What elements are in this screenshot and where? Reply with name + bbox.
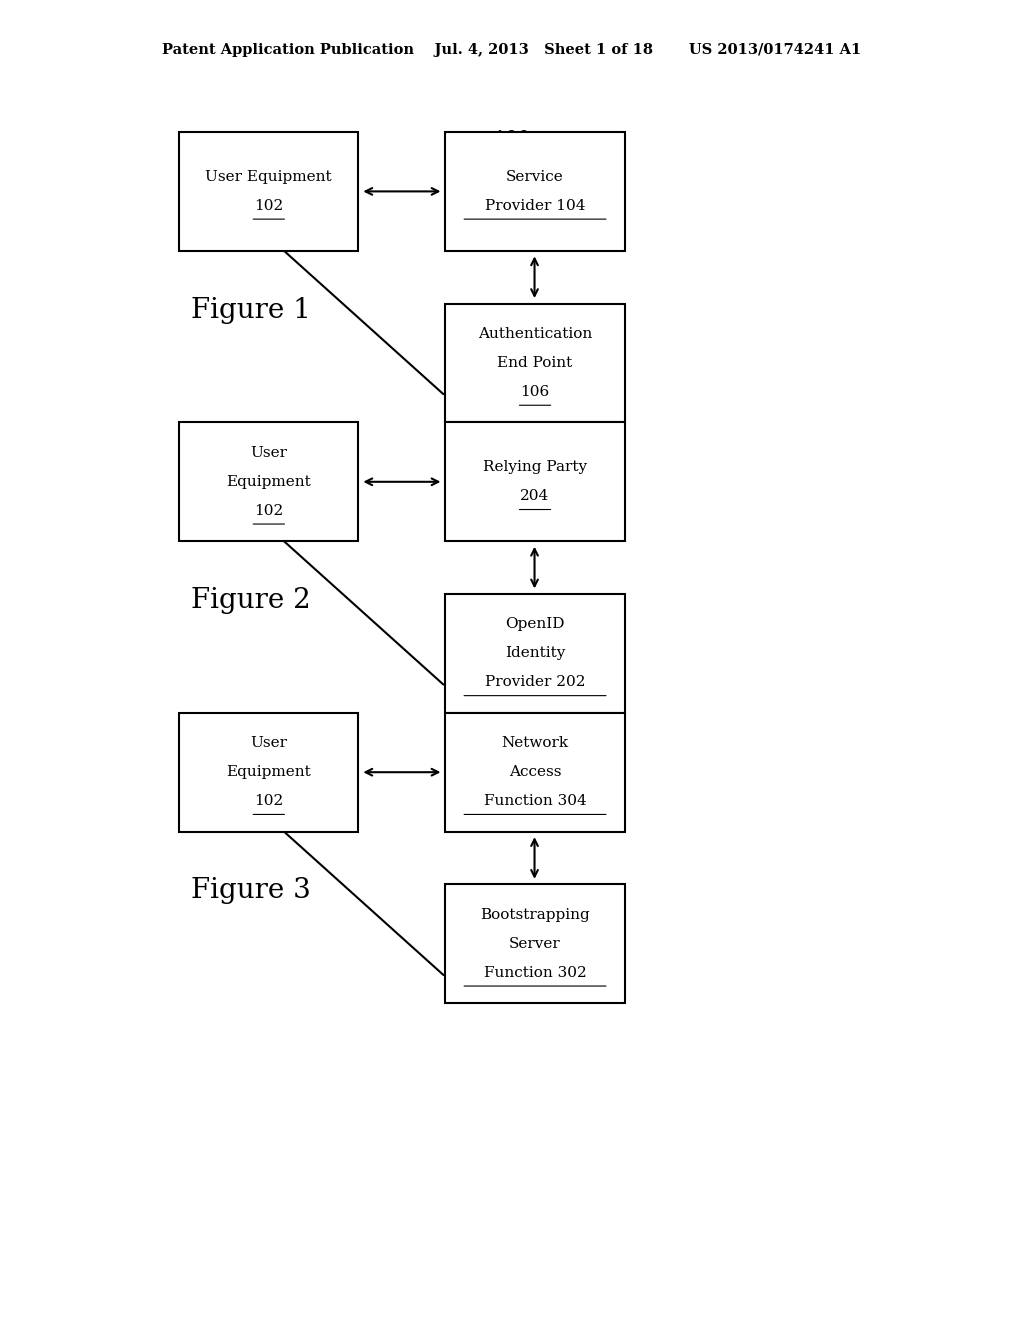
Text: Figure 2: Figure 2 [191, 587, 310, 614]
FancyBboxPatch shape [445, 422, 625, 541]
Text: Provider 104: Provider 104 [484, 199, 586, 213]
Text: OpenID: OpenID [505, 618, 565, 631]
FancyBboxPatch shape [445, 594, 625, 713]
Text: Bootstrapping: Bootstrapping [480, 908, 590, 921]
FancyBboxPatch shape [445, 132, 625, 251]
Text: Figure 1: Figure 1 [190, 297, 311, 323]
Text: Service: Service [506, 170, 564, 183]
Text: 102: 102 [254, 795, 284, 808]
FancyBboxPatch shape [445, 713, 625, 832]
FancyBboxPatch shape [179, 713, 358, 832]
Text: Access: Access [509, 766, 561, 779]
Text: 100: 100 [494, 129, 530, 148]
Text: Provider 202: Provider 202 [484, 676, 586, 689]
Text: Figure 3: Figure 3 [191, 878, 310, 904]
Text: Equipment: Equipment [226, 475, 311, 488]
Text: End Point: End Point [498, 356, 572, 370]
FancyBboxPatch shape [179, 132, 358, 251]
Text: Relying Party: Relying Party [483, 461, 587, 474]
Text: Equipment: Equipment [226, 766, 311, 779]
Text: Network: Network [502, 737, 568, 750]
Text: Authentication: Authentication [478, 327, 592, 341]
FancyBboxPatch shape [445, 304, 625, 422]
Text: Identity: Identity [505, 647, 565, 660]
Text: 102: 102 [254, 199, 284, 213]
Text: 204: 204 [520, 490, 550, 503]
Text: User Equipment: User Equipment [206, 170, 332, 183]
Text: Function 302: Function 302 [483, 966, 587, 979]
Text: Server: Server [509, 937, 561, 950]
FancyBboxPatch shape [179, 422, 358, 541]
Text: User: User [250, 737, 288, 750]
Text: Function 304: Function 304 [483, 795, 587, 808]
Text: 102: 102 [254, 504, 284, 517]
Text: Patent Application Publication    Jul. 4, 2013   Sheet 1 of 18       US 2013/017: Patent Application Publication Jul. 4, 2… [163, 44, 861, 57]
FancyBboxPatch shape [445, 884, 625, 1003]
Text: User: User [250, 446, 288, 459]
Text: 106: 106 [520, 385, 550, 399]
